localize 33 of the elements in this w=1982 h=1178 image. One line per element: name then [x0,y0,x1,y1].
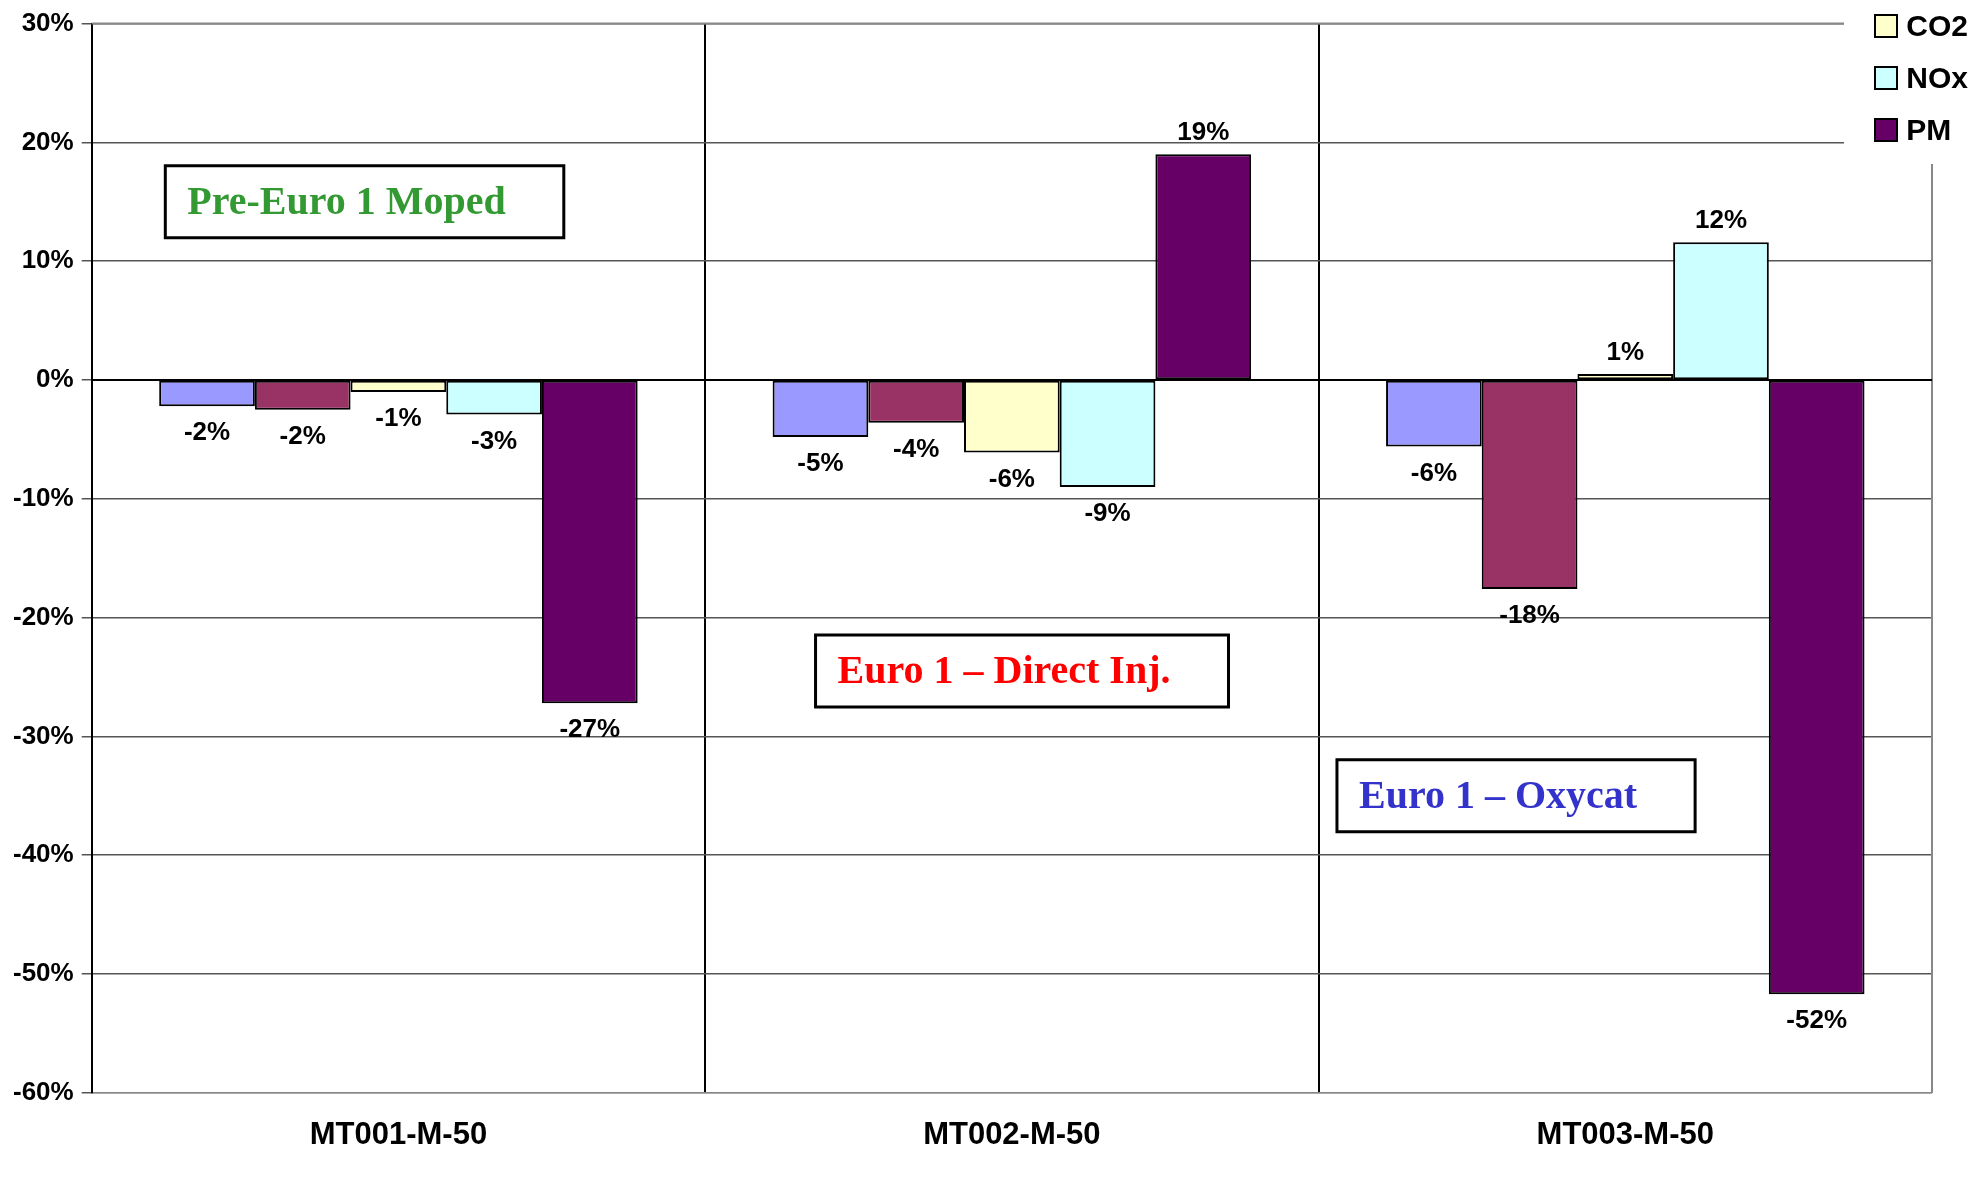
y-tick-label: 10% [21,244,74,275]
data-label: 19% [1177,116,1230,147]
y-tick-label: 20% [21,125,74,156]
x-tick-label: MT002-M-50 [923,1115,1101,1151]
x-tick-label: MT003-M-50 [1536,1115,1714,1151]
data-label: -1% [375,402,422,433]
data-label: -2% [183,416,231,447]
legend-label: PM [1906,113,1952,147]
data-label: -2% [279,419,326,450]
data-label: -27% [559,713,621,744]
data-label: 1% [1606,336,1645,367]
data-label: -6% [1410,456,1458,487]
y-tick-label: 0% [36,363,74,394]
x-tick-label: MT001-M-50 [309,1115,488,1151]
data-label: -4% [893,432,940,463]
y-tick-label: -20% [12,600,74,631]
data-label: -3% [470,424,518,455]
annotation: Euro 1 – Oxycat [1358,772,1638,818]
data-label: -9% [1084,497,1131,528]
legend-label: CO2 [1906,9,1968,43]
y-tick-label: -40% [12,838,74,869]
data-label: -52% [1786,1004,1848,1035]
y-tick-label: -60% [12,1075,74,1106]
y-tick-label: -50% [12,957,74,988]
y-tick-label: -30% [12,719,74,750]
data-label: 12% [1694,204,1747,235]
data-label: -6% [988,462,1035,493]
annotation: Euro 1 – Direct Inj. [837,647,1171,693]
y-tick-label: -10% [12,481,74,512]
data-label: -5% [797,447,844,478]
annotation: Pre-Euro 1 Moped [187,178,506,224]
legend-label: NOx [1906,61,1968,95]
y-tick-label: 30% [21,6,74,37]
